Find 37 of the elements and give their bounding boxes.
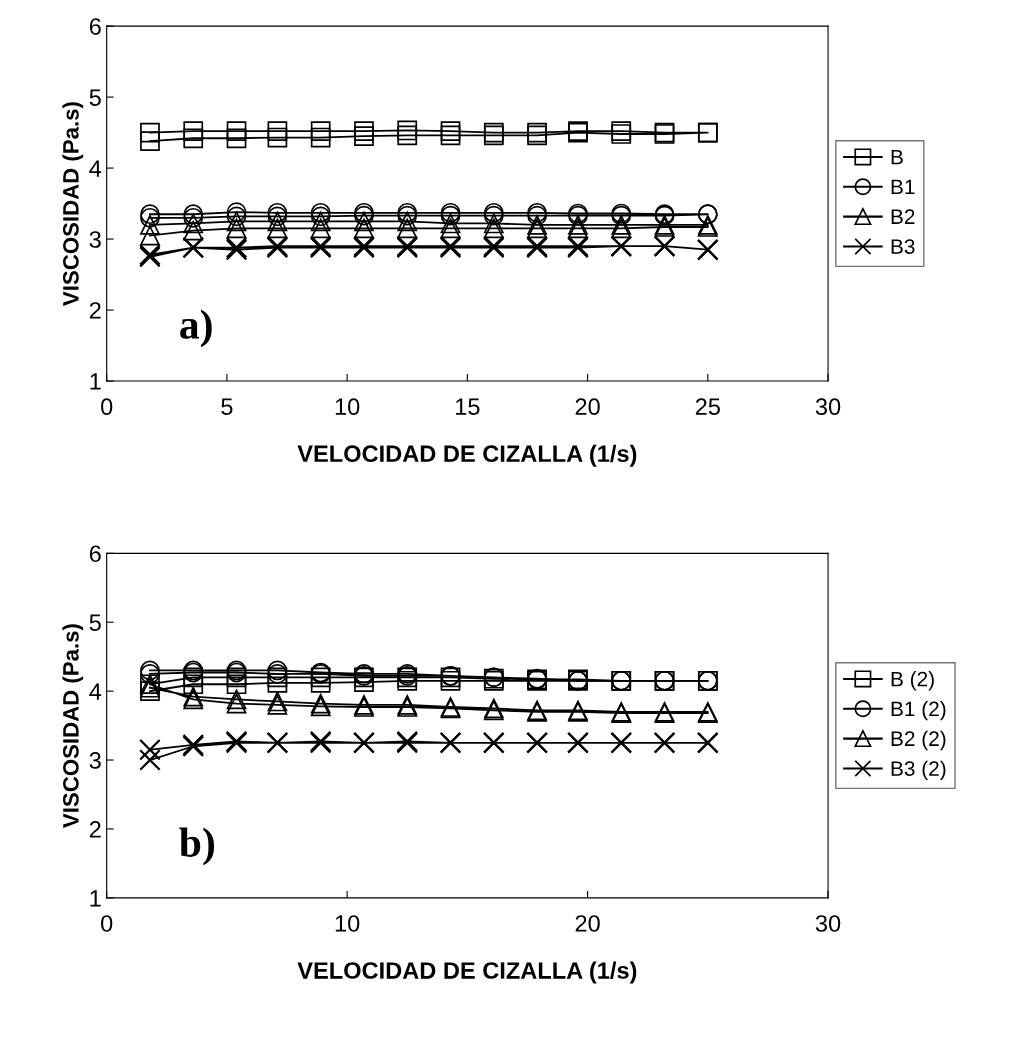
y-tick-label: 6	[89, 545, 101, 563]
y-tick-label: 5	[89, 614, 101, 632]
x-axis-title: VELOCIDAD DE CIZALLA (1/s)	[297, 961, 637, 984]
x-axis-title: VELOCIDAD DE CIZALLA (1/s)	[297, 444, 637, 467]
y-tick-label: 4	[89, 160, 102, 177]
legend-label: B3	[891, 239, 915, 254]
y-tick-label: 3	[89, 752, 101, 769]
y-tick-label: 1	[90, 890, 101, 907]
y-axis-title: VISCOSIDAD (Pa.s)	[62, 624, 84, 828]
y-tick-label: 6	[89, 18, 101, 35]
legend-label: B2 (2)	[891, 730, 946, 751]
y-tick-label: 2	[89, 821, 101, 838]
x-tick-label: 5	[221, 398, 233, 416]
x-tick-label: 0	[101, 915, 113, 932]
y-tick-label: 1	[90, 373, 101, 390]
x-tick-label: 20	[575, 398, 600, 416]
x-tick-label: 10	[335, 915, 360, 932]
y-axis-title: VISCOSIDAD (Pa.s)	[62, 102, 84, 306]
legend-label: B (2)	[891, 671, 934, 691]
legend-label: B1 (2)	[891, 700, 946, 721]
legend-label: B2	[891, 209, 915, 224]
annotation: b)	[179, 827, 215, 866]
x-tick-label: 10	[335, 398, 360, 416]
x-tick-label: 15	[456, 398, 480, 416]
x-tick-label: 25	[695, 398, 720, 416]
y-tick-label: 3	[89, 231, 101, 248]
x-tick-label: 30	[815, 915, 841, 932]
x-tick-label: 20	[575, 915, 600, 932]
y-tick-label: 2	[89, 302, 101, 319]
annotation: a)	[180, 309, 212, 348]
legend-label: B	[891, 149, 903, 165]
x-tick-label: 30	[815, 398, 841, 416]
y-tick-label: 5	[89, 89, 101, 106]
legend-label: B1	[891, 179, 915, 195]
legend-label: B3 (2)	[891, 760, 946, 781]
y-tick-label: 4	[89, 683, 102, 700]
x-tick-label: 0	[101, 398, 113, 416]
